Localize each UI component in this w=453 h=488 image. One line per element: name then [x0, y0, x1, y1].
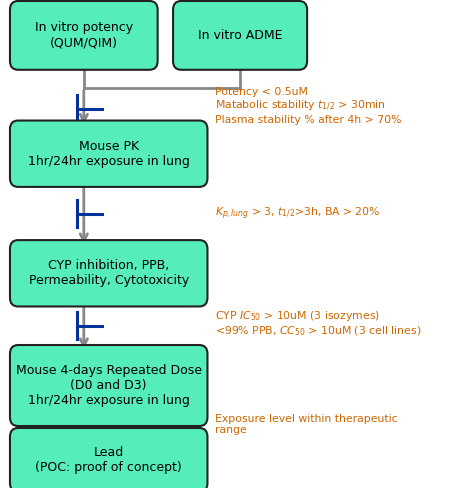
- FancyBboxPatch shape: [10, 345, 207, 426]
- Text: Potency < 0.5uM
Matabolic stability $t_{1/2}$ > 30min
Plasma stability % after 4: Potency < 0.5uM Matabolic stability $t_{…: [215, 87, 402, 125]
- FancyBboxPatch shape: [173, 1, 307, 70]
- Text: Mouse PK
1hr/24hr exposure in lung: Mouse PK 1hr/24hr exposure in lung: [28, 140, 190, 168]
- FancyBboxPatch shape: [10, 1, 158, 70]
- Text: Exposure level within therapeutic
range: Exposure level within therapeutic range: [215, 414, 398, 435]
- FancyBboxPatch shape: [10, 240, 207, 306]
- Text: $K_{p,lung}$ > 3, $t_{1/2}$>3h, BA > 20%: $K_{p,lung}$ > 3, $t_{1/2}$>3h, BA > 20%: [215, 205, 381, 222]
- Text: In vitro potency
(QUM/QIM): In vitro potency (QUM/QIM): [35, 21, 133, 49]
- Text: Lead
(POC: proof of concept): Lead (POC: proof of concept): [35, 446, 182, 474]
- FancyBboxPatch shape: [10, 121, 207, 187]
- Text: CYP $IC_{50}$ > 10uM (3 isozymes)
<99% PPB, $CC_{50}$ > 10uM (3 cell lines): CYP $IC_{50}$ > 10uM (3 isozymes) <99% P…: [215, 308, 422, 338]
- FancyBboxPatch shape: [10, 428, 207, 488]
- Text: In vitro ADME: In vitro ADME: [198, 29, 282, 42]
- Text: Mouse 4-days Repeated Dose
(D0 and D3)
1hr/24hr exposure in lung: Mouse 4-days Repeated Dose (D0 and D3) 1…: [16, 364, 202, 407]
- Text: CYP inhibition, PPB,
Permeability, Cytotoxicity: CYP inhibition, PPB, Permeability, Cytot…: [29, 259, 189, 287]
